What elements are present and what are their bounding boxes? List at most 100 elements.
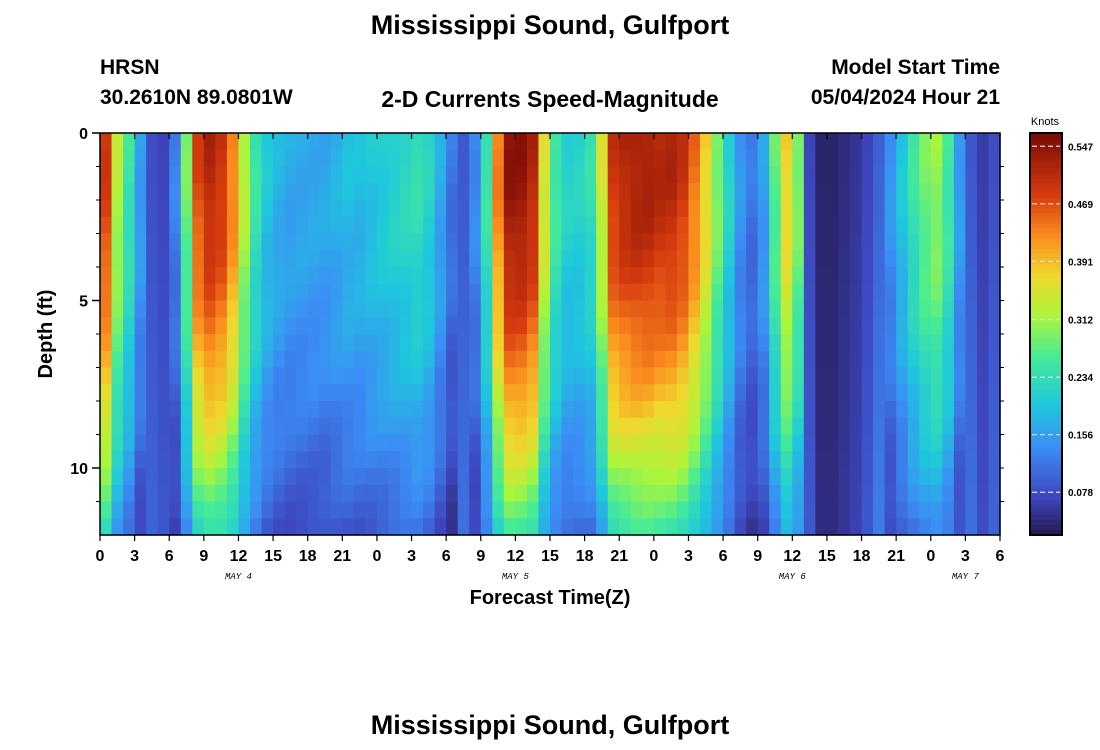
- heatmap-cell: [873, 300, 886, 318]
- heatmap-cell: [688, 518, 701, 536]
- heatmap-cell: [561, 350, 574, 369]
- heatmap-cell: [988, 267, 1001, 285]
- heatmap-cell: [319, 518, 332, 536]
- heatmap-cell: [584, 317, 597, 335]
- heatmap-cell: [423, 149, 436, 168]
- heatmap-cell: [976, 468, 990, 486]
- heatmap-cell: [169, 133, 182, 151]
- heatmap-cell: [503, 434, 516, 452]
- heatmap-cell: [434, 133, 447, 151]
- heatmap-cell: [642, 183, 655, 201]
- heatmap-cell: [976, 300, 990, 318]
- heatmap-cell: [330, 501, 343, 519]
- heatmap-cell: [965, 484, 978, 503]
- colorbar-swatch: [1030, 198, 1062, 204]
- heatmap-cell: [365, 300, 378, 318]
- heatmap-cell: [561, 200, 574, 218]
- heatmap-cell: [273, 468, 286, 486]
- heatmap-cell: [769, 216, 782, 235]
- heatmap-cell: [907, 250, 920, 268]
- heatmap-cell: [769, 183, 782, 201]
- heatmap-cell: [319, 250, 332, 268]
- heatmap-cell: [238, 300, 251, 318]
- heatmap-cell: [284, 317, 297, 335]
- heatmap-cell: [688, 200, 701, 218]
- heatmap-cell: [169, 283, 182, 302]
- heatmap-cell: [653, 300, 666, 318]
- heatmap-cell: [665, 518, 678, 536]
- heatmap-cell: [538, 149, 551, 168]
- heatmap-cell: [676, 133, 690, 151]
- heatmap-cell: [226, 384, 240, 402]
- heatmap-cell: [492, 267, 505, 285]
- colorbar-swatch: [1030, 414, 1062, 421]
- heatmap-cell: [261, 501, 274, 519]
- heatmap-cell: [653, 468, 666, 486]
- heatmap-cell: [619, 149, 632, 168]
- heatmap-cell: [561, 267, 574, 285]
- heatmap-cell: [388, 133, 401, 151]
- heatmap-cell: [250, 417, 263, 436]
- heatmap-cell: [111, 417, 124, 436]
- heatmap-cell: [838, 367, 851, 385]
- heatmap-cell: [757, 350, 770, 369]
- heatmap-cell: [157, 417, 170, 436]
- heatmap-cell: [123, 166, 136, 184]
- heatmap-cell: [192, 417, 205, 436]
- heatmap-cell: [423, 200, 436, 218]
- heatmap-cell: [838, 267, 851, 285]
- heatmap-cell: [665, 484, 678, 503]
- heatmap-cell: [434, 367, 447, 385]
- heatmap-cell: [526, 401, 540, 419]
- colorbar-swatch: [1030, 233, 1062, 240]
- heatmap-cell: [365, 250, 378, 268]
- heatmap-cell: [757, 334, 770, 352]
- heatmap-cell: [503, 401, 516, 419]
- heatmap-cell: [792, 334, 805, 352]
- heatmap-cell: [723, 434, 736, 452]
- heatmap-cell: [353, 166, 366, 184]
- heatmap-cell: [457, 417, 470, 436]
- heatmap-cell: [838, 233, 851, 251]
- heatmap-cell: [284, 183, 297, 201]
- heatmap-cell: [942, 501, 955, 519]
- heatmap-cell: [976, 183, 990, 201]
- heatmap-cell: [169, 518, 182, 536]
- heatmap-cell: [780, 518, 793, 536]
- heatmap-cell: [284, 166, 297, 184]
- heatmap-cell: [746, 133, 759, 151]
- heatmap-cell: [711, 401, 724, 419]
- heatmap-cell: [307, 200, 320, 218]
- heatmap-cell: [192, 518, 205, 536]
- heatmap-cell: [942, 434, 955, 452]
- heatmap-cell: [746, 434, 759, 452]
- heatmap-cell: [826, 233, 840, 251]
- heatmap-cell: [642, 166, 655, 184]
- heatmap-cell: [319, 166, 332, 184]
- heatmap-cell: [215, 451, 228, 469]
- heatmap-cell: [515, 451, 528, 469]
- heatmap-cell: [884, 518, 897, 536]
- heatmap-cell: [307, 216, 320, 235]
- model-start-label: Model Start Time: [831, 56, 1000, 79]
- heatmap-cell: [873, 133, 886, 151]
- heatmap-cell: [976, 417, 990, 436]
- heatmap-cell: [642, 518, 655, 536]
- heatmap-cell: [584, 401, 597, 419]
- heatmap-cell: [423, 334, 436, 352]
- heatmap-cell: [815, 149, 828, 168]
- heatmap-cell: [146, 484, 159, 503]
- colorbar-swatch: [1030, 308, 1062, 315]
- heatmap-cell: [676, 484, 690, 503]
- heatmap-cell: [746, 417, 759, 436]
- heatmap-cell: [930, 484, 943, 503]
- heatmap-cell: [838, 183, 851, 201]
- heatmap-cell: [746, 233, 759, 251]
- heatmap-cell: [400, 384, 413, 402]
- heatmap-cell: [284, 133, 297, 151]
- heatmap-cell: [100, 401, 113, 419]
- heatmap-cell: [296, 384, 309, 402]
- heatmap-cell: [261, 233, 274, 251]
- heatmap-cell: [411, 367, 424, 385]
- heatmap-cell: [953, 401, 966, 419]
